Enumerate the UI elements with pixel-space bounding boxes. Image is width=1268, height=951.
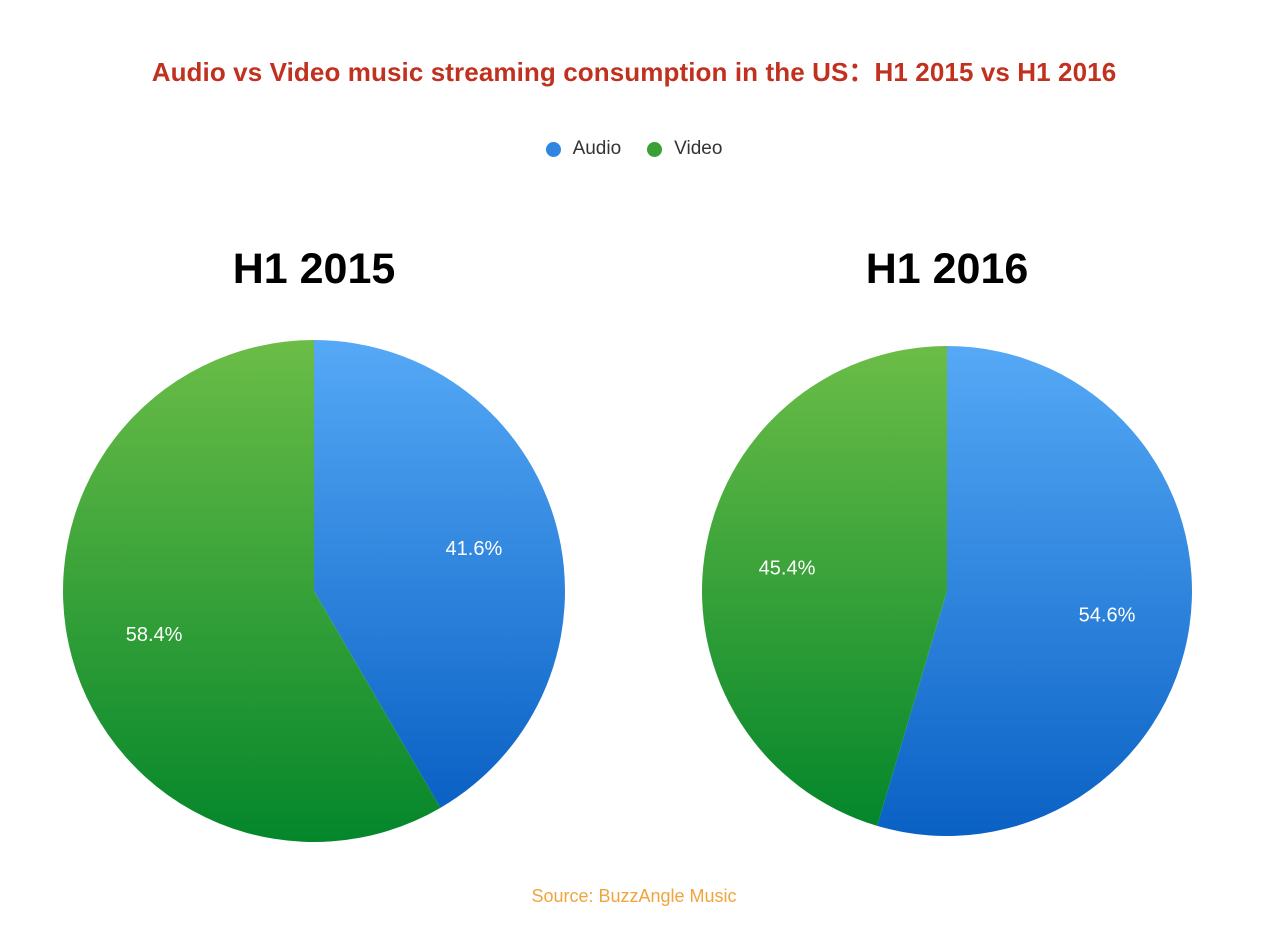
pie-title-h1-2015: H1 2015	[232, 245, 396, 293]
pie-slice-video-h1-2016[interactable]	[701, 346, 947, 826]
pie-title-h1-2016: H1 2016	[865, 245, 1029, 293]
pie-slice-audio-h1-2015[interactable]	[314, 340, 565, 808]
pie-h1-2015: 41.6% 58.4%	[62, 340, 565, 843]
legend-label-video: Video	[674, 138, 723, 159]
legend-swatch-audio	[545, 141, 561, 157]
slice-label-audio-h1-2015: 41.6%	[446, 538, 503, 560]
slice-label-video-h1-2016: 45.4%	[759, 558, 816, 580]
legend-label-audio: Audio	[572, 138, 622, 159]
pie-slice-audio-h1-2016[interactable]	[877, 346, 1192, 836]
legend: Audio Video	[0, 138, 1268, 160]
source-note: Source: BuzzAngle Music	[531, 886, 737, 906]
legend-swatch-video	[647, 141, 663, 157]
pie-slice-video-h1-2015[interactable]	[62, 340, 441, 843]
chart-title: Audio vs Video music streaming consumpti…	[151, 57, 1117, 87]
pie-h1-2016: 54.6% 45.4%	[701, 346, 1192, 836]
legend-item-audio[interactable]: Audio	[545, 138, 622, 160]
slice-label-video-h1-2015: 58.4%	[126, 624, 183, 646]
slice-label-audio-h1-2016: 54.6%	[1079, 604, 1136, 626]
legend-item-video[interactable]: Video	[647, 138, 722, 160]
